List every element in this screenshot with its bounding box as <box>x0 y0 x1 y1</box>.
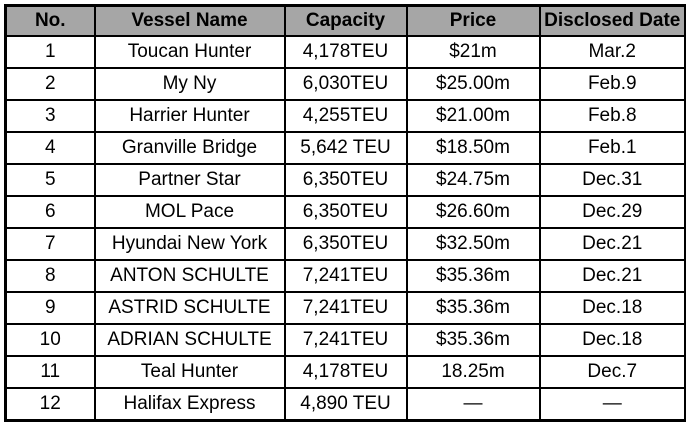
cell-disclosed-date: — <box>538 387 686 422</box>
cell-disclosed-date: Mar.2 <box>538 35 686 69</box>
cell-vessel-name: ANTON SCHULTE <box>93 259 286 293</box>
vessels-table-container: No. Vessel Name Capacity Price Disclosed… <box>4 4 686 422</box>
cell-price: $26.60m <box>405 195 541 229</box>
cell-capacity: 4,890 TEU <box>283 387 408 422</box>
cell-price: $24.75m <box>405 163 541 197</box>
cell-vessel-name: Hyundai New York <box>93 227 286 261</box>
cell-disclosed-date: Dec.18 <box>538 291 686 325</box>
cell-price: — <box>405 387 541 422</box>
cell-capacity: 4,178TEU <box>283 35 408 69</box>
cell-no: 12 <box>4 387 96 422</box>
cell-disclosed-date: Dec.18 <box>538 323 686 357</box>
table-row: 7 Hyundai New York 6,350TEU $32.50m Dec.… <box>4 227 686 261</box>
cell-capacity: 4,178TEU <box>283 355 408 389</box>
cell-price: $25.00m <box>405 67 541 101</box>
cell-disclosed-date: Feb.1 <box>538 131 686 165</box>
cell-no: 1 <box>4 35 96 69</box>
cell-price: $32.50m <box>405 227 541 261</box>
cell-vessel-name: Halifax Express <box>93 387 286 422</box>
table-row: 2 My Ny 6,030TEU $25.00m Feb.9 <box>4 67 686 101</box>
table-row: 4 Granville Bridge 5,642 TEU $18.50m Feb… <box>4 131 686 165</box>
cell-capacity: 6,350TEU <box>283 195 408 229</box>
cell-no: 11 <box>4 355 96 389</box>
cell-capacity: 5,642 TEU <box>283 131 408 165</box>
cell-disclosed-date: Dec.31 <box>538 163 686 197</box>
table-row: 6 MOL Pace 6,350TEU $26.60m Dec.29 <box>4 195 686 229</box>
cell-no: 4 <box>4 131 96 165</box>
header-disclosed-date: Disclosed Date <box>538 4 686 37</box>
cell-no: 3 <box>4 99 96 133</box>
cell-disclosed-date: Feb.8 <box>538 99 686 133</box>
cell-price: $35.36m <box>405 259 541 293</box>
cell-vessel-name: Toucan Hunter <box>93 35 286 69</box>
table-row: 12 Halifax Express 4,890 TEU — — <box>4 387 686 422</box>
cell-no: 5 <box>4 163 96 197</box>
cell-capacity: 6,030TEU <box>283 67 408 101</box>
header-vessel-name: Vessel Name <box>93 4 286 37</box>
cell-disclosed-date: Feb.9 <box>538 67 686 101</box>
cell-vessel-name: MOL Pace <box>93 195 286 229</box>
cell-price: $18.50m <box>405 131 541 165</box>
table-row: 11 Teal Hunter 4,178TEU 18.25m Dec.7 <box>4 355 686 389</box>
cell-capacity: 7,241TEU <box>283 291 408 325</box>
cell-capacity: 4,255TEU <box>283 99 408 133</box>
table-row: 9 ASTRID SCHULTE 7,241TEU $35.36m Dec.18 <box>4 291 686 325</box>
cell-price: $21m <box>405 35 541 69</box>
cell-vessel-name: Harrier Hunter <box>93 99 286 133</box>
cell-capacity: 7,241TEU <box>283 323 408 357</box>
cell-disclosed-date: Dec.21 <box>538 259 686 293</box>
cell-vessel-name: ADRIAN SCHULTE <box>93 323 286 357</box>
cell-no: 10 <box>4 323 96 357</box>
header-capacity: Capacity <box>283 4 408 37</box>
cell-vessel-name: ASTRID SCHULTE <box>93 291 286 325</box>
cell-no: 8 <box>4 259 96 293</box>
cell-vessel-name: Partner Star <box>93 163 286 197</box>
cell-price: $35.36m <box>405 323 541 357</box>
cell-no: 9 <box>4 291 96 325</box>
cell-price: $21.00m <box>405 99 541 133</box>
table-row: 8 ANTON SCHULTE 7,241TEU $35.36m Dec.21 <box>4 259 686 293</box>
table-header-row: No. Vessel Name Capacity Price Disclosed… <box>4 4 686 37</box>
cell-no: 6 <box>4 195 96 229</box>
cell-vessel-name: Teal Hunter <box>93 355 286 389</box>
cell-capacity: 7,241TEU <box>283 259 408 293</box>
cell-capacity: 6,350TEU <box>283 227 408 261</box>
cell-vessel-name: Granville Bridge <box>93 131 286 165</box>
cell-disclosed-date: Dec.7 <box>538 355 686 389</box>
cell-price: 18.25m <box>405 355 541 389</box>
cell-no: 2 <box>4 67 96 101</box>
header-price: Price <box>405 4 541 37</box>
table-row: 10 ADRIAN SCHULTE 7,241TEU $35.36m Dec.1… <box>4 323 686 357</box>
header-no: No. <box>4 4 96 37</box>
cell-no: 7 <box>4 227 96 261</box>
table-row: 1 Toucan Hunter 4,178TEU $21m Mar.2 <box>4 35 686 69</box>
cell-vessel-name: My Ny <box>93 67 286 101</box>
vessels-table: No. Vessel Name Capacity Price Disclosed… <box>4 4 686 422</box>
table-row: 3 Harrier Hunter 4,255TEU $21.00m Feb.8 <box>4 99 686 133</box>
table-row: 5 Partner Star 6,350TEU $24.75m Dec.31 <box>4 163 686 197</box>
cell-disclosed-date: Dec.29 <box>538 195 686 229</box>
cell-capacity: 6,350TEU <box>283 163 408 197</box>
cell-disclosed-date: Dec.21 <box>538 227 686 261</box>
cell-price: $35.36m <box>405 291 541 325</box>
